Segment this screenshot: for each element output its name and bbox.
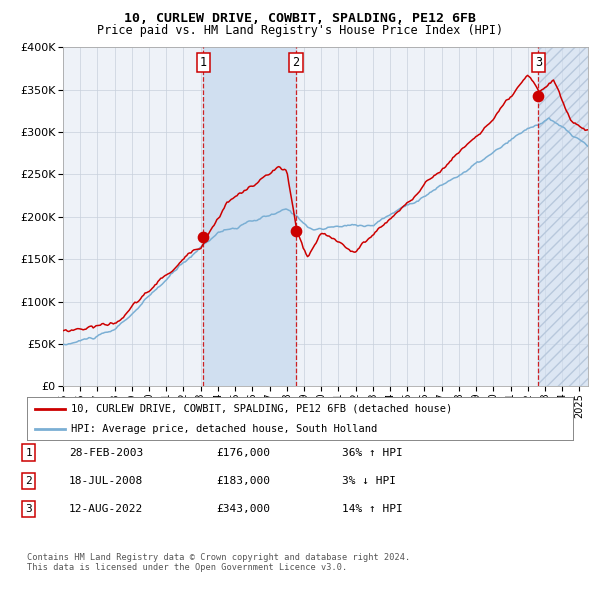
Text: Price paid vs. HM Land Registry's House Price Index (HPI): Price paid vs. HM Land Registry's House … bbox=[97, 24, 503, 37]
Point bbox=[199, 232, 208, 242]
Text: 3: 3 bbox=[535, 56, 542, 69]
Bar bbox=[203, 47, 296, 386]
Text: £343,000: £343,000 bbox=[216, 504, 270, 514]
Text: 10, CURLEW DRIVE, COWBIT, SPALDING, PE12 6FB (detached house): 10, CURLEW DRIVE, COWBIT, SPALDING, PE12… bbox=[71, 404, 452, 414]
Text: This data is licensed under the Open Government Licence v3.0.: This data is licensed under the Open Gov… bbox=[27, 563, 347, 572]
Text: 2: 2 bbox=[25, 476, 32, 486]
Text: 1: 1 bbox=[200, 56, 207, 69]
Text: 2: 2 bbox=[293, 56, 299, 69]
Text: £183,000: £183,000 bbox=[216, 476, 270, 486]
Text: 3% ↓ HPI: 3% ↓ HPI bbox=[342, 476, 396, 486]
Bar bbox=[538, 47, 588, 386]
Text: 1: 1 bbox=[25, 448, 32, 457]
Text: 36% ↑ HPI: 36% ↑ HPI bbox=[342, 448, 403, 457]
Text: 14% ↑ HPI: 14% ↑ HPI bbox=[342, 504, 403, 514]
Text: £176,000: £176,000 bbox=[216, 448, 270, 457]
Text: HPI: Average price, detached house, South Holland: HPI: Average price, detached house, Sout… bbox=[71, 424, 377, 434]
Text: 18-JUL-2008: 18-JUL-2008 bbox=[69, 476, 143, 486]
Point bbox=[533, 91, 543, 100]
Text: 3: 3 bbox=[25, 504, 32, 514]
Point bbox=[291, 227, 301, 236]
Text: 10, CURLEW DRIVE, COWBIT, SPALDING, PE12 6FB: 10, CURLEW DRIVE, COWBIT, SPALDING, PE12… bbox=[124, 12, 476, 25]
Bar bbox=[538, 47, 588, 386]
Text: 28-FEB-2003: 28-FEB-2003 bbox=[69, 448, 143, 457]
Text: Contains HM Land Registry data © Crown copyright and database right 2024.: Contains HM Land Registry data © Crown c… bbox=[27, 553, 410, 562]
Text: 12-AUG-2022: 12-AUG-2022 bbox=[69, 504, 143, 514]
